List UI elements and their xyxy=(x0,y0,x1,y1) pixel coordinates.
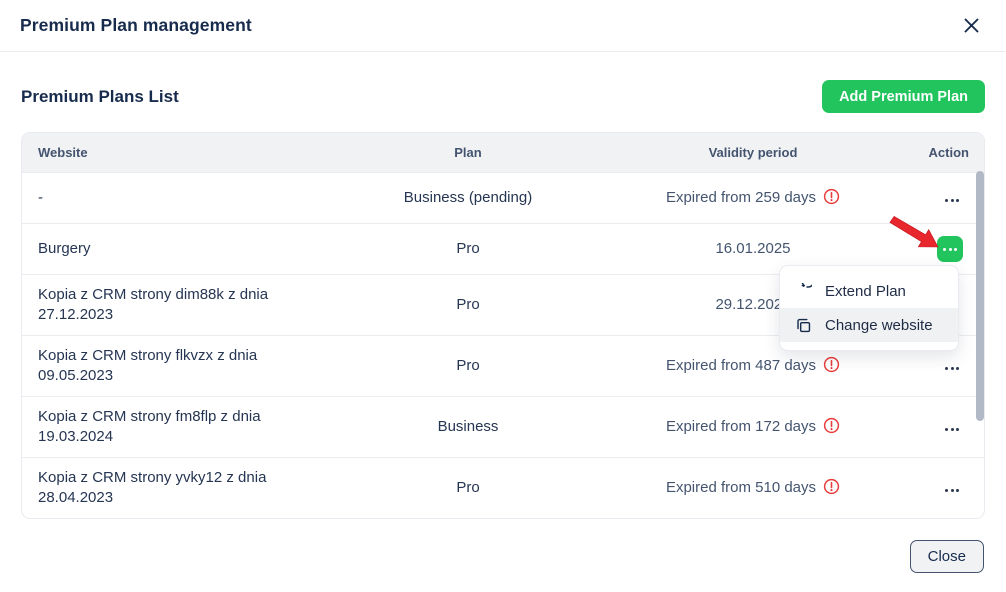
column-header-action: Action xyxy=(902,133,984,173)
plans-table: Website Plan Validity period Action - Bu… xyxy=(21,132,985,519)
column-header-validity: Validity period xyxy=(604,133,902,173)
plan-cell: Pro xyxy=(332,335,604,397)
menu-item-label: Extend Plan xyxy=(825,282,906,300)
plan-cell: Pro xyxy=(332,274,604,336)
section-heading: Premium Plans List xyxy=(21,86,179,106)
ellipsis-icon xyxy=(945,428,959,431)
plan-cell: Pro xyxy=(332,457,604,518)
table-header: Website Plan Validity period Action xyxy=(22,133,984,173)
table-body: - Business (pending) Expired from 259 da… xyxy=(22,172,984,518)
plan-cell: Business (pending) xyxy=(332,172,604,224)
row-actions-button[interactable] xyxy=(941,424,963,435)
action-cell xyxy=(902,457,984,518)
table-scrollbar-thumb[interactable] xyxy=(976,171,984,421)
menu-item-extend-plan[interactable]: Extend Plan xyxy=(780,274,958,308)
ellipsis-icon xyxy=(945,199,959,202)
row-actions-button[interactable] xyxy=(941,363,963,374)
validity-text: 16.01.2025 xyxy=(715,240,791,257)
website-cell: Kopia z CRM strony fm8flp z dnia 19.03.2… xyxy=(22,396,332,458)
row-actions-button[interactable] xyxy=(937,236,963,262)
action-cell xyxy=(902,396,984,458)
website-cell: Kopia z CRM strony dim88k z dnia 27.12.2… xyxy=(22,274,332,336)
validity-cell: Expired from 487 days xyxy=(604,335,902,397)
row-actions-button[interactable] xyxy=(941,195,963,206)
section-header: Premium Plans List Add Premium Plan xyxy=(21,80,985,113)
close-button[interactable] xyxy=(961,15,982,36)
table-row: Kopia z CRM strony yvky12 z dnia 28.04.2… xyxy=(22,457,984,518)
expired-warning-icon xyxy=(823,188,840,205)
validity-cell: Expired from 259 days xyxy=(604,172,902,224)
row-actions-button[interactable] xyxy=(941,485,963,496)
website-cell: Burgery xyxy=(22,223,332,275)
menu-item-change-website[interactable]: Change website xyxy=(780,308,958,342)
validity-cell: Expired from 510 days xyxy=(604,457,902,518)
validity-text: Expired from 172 days xyxy=(665,418,817,435)
column-header-website: Website xyxy=(22,133,332,173)
validity-text: Expired from 487 days xyxy=(665,357,817,374)
table-row: - Business (pending) Expired from 259 da… xyxy=(22,172,984,224)
website-cell: - xyxy=(22,172,332,224)
validity-text: 29.12.2024 xyxy=(715,296,791,313)
table-row: Kopia z CRM strony fm8flp z dnia 19.03.2… xyxy=(22,396,984,458)
copy-icon xyxy=(797,318,811,332)
website-cell: Kopia z CRM strony flkvzx z dnia 09.05.2… xyxy=(22,335,332,397)
plan-cell: Pro xyxy=(332,223,604,275)
footer-close-button[interactable]: Close xyxy=(909,540,984,573)
expired-warning-icon xyxy=(823,356,840,373)
validity-cell: Expired from 172 days xyxy=(604,396,902,458)
modal-header: Premium Plan management xyxy=(0,0,1006,52)
menu-item-label: Change website xyxy=(825,316,933,334)
add-premium-plan-button[interactable]: Add Premium Plan xyxy=(822,80,985,113)
modal-body: Premium Plans List Add Premium Plan Webs… xyxy=(0,80,1006,519)
ellipsis-icon xyxy=(945,489,959,492)
expired-warning-icon xyxy=(823,417,840,434)
ellipsis-icon xyxy=(945,367,959,370)
action-cell xyxy=(902,172,984,224)
modal-title: Premium Plan management xyxy=(20,15,252,35)
validity-text: Expired from 510 days xyxy=(665,479,817,496)
extend-plan-icon xyxy=(801,282,812,288)
validity-text: Expired from 259 days xyxy=(665,189,817,206)
expired-warning-icon xyxy=(823,478,840,495)
table-row: Kopia z CRM strony flkvzx z dnia 09.05.2… xyxy=(22,335,984,397)
plan-cell: Business xyxy=(332,396,604,458)
table-row: Burgery Pro 16.01.2025 xyxy=(22,223,984,275)
website-cell: Kopia z CRM strony yvky12 z dnia 28.04.2… xyxy=(22,457,332,518)
row-actions-menu: Extend Plan Change website xyxy=(779,265,959,351)
close-icon xyxy=(964,18,979,33)
ellipsis-icon xyxy=(943,247,957,251)
column-header-plan: Plan xyxy=(332,133,604,173)
